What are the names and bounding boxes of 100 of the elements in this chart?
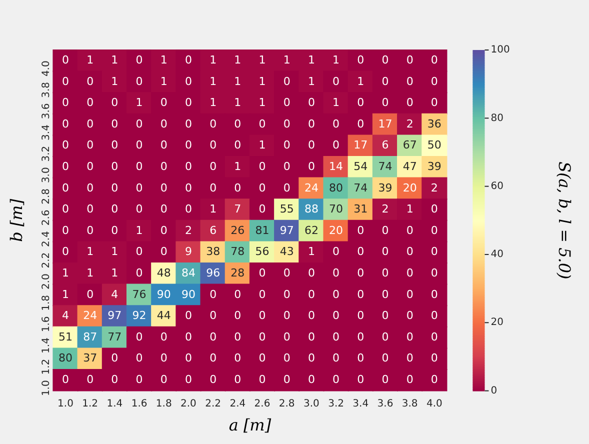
data-label: 1 [160, 74, 168, 88]
data-label: 1 [234, 160, 242, 174]
data-label: 81 [255, 224, 270, 237]
x-axis-title: a [m] [228, 416, 272, 435]
data-label: 1 [308, 54, 315, 67]
data-label: 0 [382, 96, 389, 110]
data-label: 0 [136, 117, 143, 130]
data-label: 4 [62, 309, 69, 322]
data-label: 77 [108, 330, 122, 344]
data-label: 17 [354, 138, 368, 152]
data-label: 54 [354, 160, 368, 174]
data-label: 0 [62, 245, 69, 258]
data-label: 0 [136, 160, 143, 174]
data-label: 0 [357, 224, 364, 237]
data-label: 1 [86, 266, 94, 280]
data-label: 0 [258, 160, 266, 174]
data-label: 0 [406, 54, 414, 67]
data-label: 0 [308, 138, 315, 152]
data-label: 0 [210, 160, 217, 174]
data-label: 1 [258, 74, 266, 88]
data-label: 0 [210, 138, 217, 152]
data-label: 48 [156, 266, 171, 280]
x-tick-label: 2.2 [205, 398, 222, 410]
data-label: 0 [332, 352, 340, 365]
data-label: 24 [83, 309, 98, 322]
data-label: 0 [210, 288, 217, 301]
data-label: 0 [308, 160, 315, 174]
data-label: 0 [210, 181, 217, 194]
data-label: 0 [234, 288, 242, 301]
data-label: 0 [382, 224, 389, 237]
data-label: 0 [136, 54, 143, 67]
data-label: 0 [160, 352, 168, 365]
data-label: 0 [160, 117, 168, 130]
data-label: 0 [86, 373, 94, 386]
data-label: 1 [111, 245, 118, 258]
data-label: 0 [136, 266, 143, 280]
data-label: 0 [406, 309, 414, 322]
data-label: 0 [382, 266, 389, 280]
data-label: 0 [234, 330, 242, 344]
data-label: 0 [332, 309, 340, 322]
data-label: 90 [156, 288, 171, 301]
color-bar-label: 40 [490, 249, 504, 260]
data-label: 0 [406, 373, 414, 386]
data-label: 0 [184, 117, 192, 130]
data-label: 0 [283, 160, 290, 174]
data-label: 0 [258, 202, 266, 216]
data-label: 0 [62, 202, 69, 216]
data-label: 87 [83, 330, 98, 344]
data-label: 0 [332, 266, 340, 280]
data-label: 97 [108, 309, 122, 322]
data-label: 0 [382, 352, 389, 365]
data-label: 0 [382, 288, 389, 301]
data-label: 0 [160, 224, 168, 237]
data-label: 0 [234, 352, 242, 365]
data-label: 0 [111, 138, 118, 152]
data-label: 1 [234, 96, 242, 110]
color-bar-label: 60 [490, 180, 504, 192]
data-label: 0 [111, 96, 118, 110]
data-label: 0 [406, 245, 414, 258]
data-label: 96 [206, 266, 220, 280]
data-label: 1 [86, 54, 94, 67]
data-label: 0 [184, 330, 192, 344]
x-tick-label: 3.0 [303, 398, 320, 410]
data-label: 39 [427, 160, 442, 174]
data-label: 0 [430, 96, 438, 110]
y-tick-label: 2.0 [40, 274, 52, 290]
data-label: 0 [357, 373, 364, 386]
data-label: 0 [184, 352, 192, 365]
data-label: 0 [62, 373, 69, 386]
data-label: 0 [111, 117, 118, 130]
data-label: 0 [258, 266, 266, 280]
data-label: 1 [406, 202, 414, 216]
data-label: 0 [160, 373, 168, 386]
data-label: 0 [136, 373, 143, 386]
x-tick-label: 3.6 [377, 398, 394, 410]
x-tick-label: 2.0 [180, 398, 196, 410]
x-tick-label: 2.6 [254, 398, 270, 410]
data-label: 0 [111, 181, 118, 194]
data-label: 0 [234, 373, 242, 386]
data-label: 1 [308, 74, 315, 88]
data-label: 0 [136, 138, 143, 152]
x-tick-label: 3.2 [328, 398, 344, 410]
data-label: 67 [402, 138, 417, 152]
data-label: 20 [402, 181, 417, 194]
data-label: 1 [258, 54, 266, 67]
data-label: 88 [304, 202, 318, 216]
data-label: 0 [62, 160, 69, 174]
data-label: 0 [283, 309, 290, 322]
data-label: 0 [86, 117, 94, 130]
data-label: 0 [136, 330, 143, 344]
data-label: 0 [357, 54, 364, 67]
data-label: 2 [430, 181, 438, 194]
data-label: 0 [160, 245, 168, 258]
data-label: 0 [258, 117, 266, 130]
data-label: 1 [86, 245, 94, 258]
data-label: 0 [430, 373, 438, 386]
x-tick-label: 2.4 [230, 398, 246, 410]
y-tick-label: 2.8 [40, 188, 52, 204]
data-label: 0 [111, 373, 118, 386]
data-label: 0 [430, 352, 438, 365]
